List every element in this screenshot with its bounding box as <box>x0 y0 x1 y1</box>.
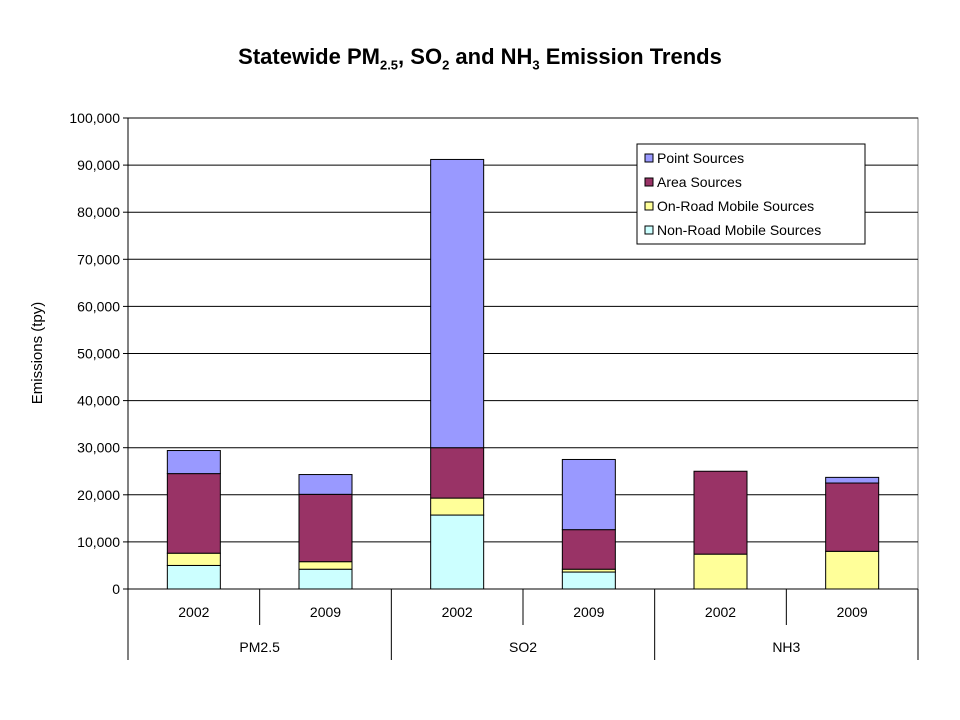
x-tick-label: 2002 <box>705 604 736 620</box>
bar-segment <box>693 470 748 555</box>
axis-layer: 0 10,000 20,000 30,000 40,000 50,000 60,000 70,… <box>69 110 919 660</box>
y-tick-label: 10,000 <box>77 534 120 550</box>
y-tick-label: 60,000 <box>77 298 120 314</box>
bar-segment <box>561 529 616 570</box>
legend-swatch <box>644 225 654 235</box>
legend-label: Area Sources <box>657 174 742 190</box>
chart-title: Statewide PM2.5, SO2 and NH3 Emission Tr… <box>0 44 960 72</box>
bar-layer <box>166 158 880 590</box>
x-tick-label: 2002 <box>442 604 473 620</box>
bar-segment <box>693 553 748 590</box>
bar-segment <box>298 474 353 495</box>
x-group-label: NH3 <box>772 639 800 655</box>
chart-title-part: , SO <box>398 44 443 69</box>
y-tick-label: 40,000 <box>77 393 120 409</box>
bar-segment <box>430 447 485 499</box>
legend-label: Non-Road Mobile Sources <box>657 222 821 238</box>
legend-swatch <box>644 153 654 163</box>
bar-segment <box>430 158 485 449</box>
bar-segment <box>166 564 221 590</box>
bar-segment <box>561 458 616 531</box>
y-tick-label: 20,000 <box>77 487 120 503</box>
legend-swatch <box>644 201 654 211</box>
bar-segment <box>166 450 221 475</box>
y-tick-label: 90,000 <box>77 157 120 173</box>
chart-title-part: and NH <box>449 44 533 69</box>
chart-title-part: 2.5 <box>379 57 399 73</box>
x-group-label: PM2.5 <box>239 639 280 655</box>
legend: Point Sources Area Sources On-Road Mobile … <box>636 143 866 245</box>
y-tick-label: 50,000 <box>77 346 120 362</box>
chart-title-part: 2 <box>442 57 450 73</box>
y-tick-label: 30,000 <box>77 440 120 456</box>
bar-segment <box>298 561 353 570</box>
bar-segment <box>825 476 880 484</box>
y-axis-label: Emissions (tpy) <box>29 302 46 405</box>
y-tick-label: 70,000 <box>77 251 120 267</box>
bar-segment <box>298 568 353 590</box>
chart-title-part: 3 <box>532 57 540 73</box>
x-group-label: SO2 <box>509 639 537 655</box>
y-tick-label: 0 <box>112 581 120 597</box>
x-tick-label: 2009 <box>573 604 604 620</box>
y-tick-label: 100,000 <box>69 110 120 126</box>
chart-title-part: Statewide PM <box>238 44 380 69</box>
chart-title-part: Emission Trends <box>539 44 722 69</box>
bar-segment <box>166 473 221 554</box>
x-tick-label: 2002 <box>178 604 209 620</box>
bar-segment <box>825 482 880 552</box>
bar-segment <box>825 550 880 590</box>
bar-segment <box>430 514 485 590</box>
bar-segment <box>430 497 485 516</box>
bar-segment <box>298 493 353 563</box>
bar-segment <box>166 552 221 566</box>
legend-label: Point Sources <box>657 150 744 166</box>
y-tick-label: 80,000 <box>77 204 120 220</box>
legend-swatch <box>644 177 654 187</box>
x-tick-label: 2009 <box>837 604 868 620</box>
bar-segment <box>561 571 616 590</box>
x-tick-label: 2009 <box>310 604 341 620</box>
legend-box <box>636 143 866 245</box>
legend-label: On-Road Mobile Sources <box>657 198 814 214</box>
